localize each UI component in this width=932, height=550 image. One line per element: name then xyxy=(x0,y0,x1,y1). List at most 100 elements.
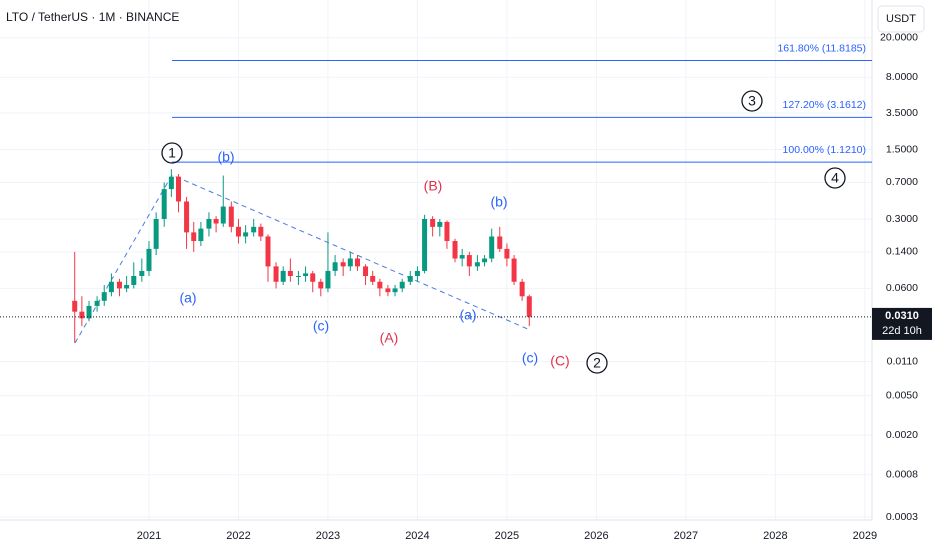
fib-level-label: 100.00% (1.1210) xyxy=(783,144,866,156)
candle-body xyxy=(318,281,324,289)
wave-circle xyxy=(741,90,763,112)
y-tick-label: 0.0050 xyxy=(886,389,918,401)
candle-body xyxy=(310,273,316,282)
candle-body xyxy=(243,232,249,237)
candle-body xyxy=(86,305,92,319)
candle-body xyxy=(79,311,85,319)
candle-body xyxy=(168,176,174,190)
x-tick-label: 2025 xyxy=(495,530,519,542)
candle-body xyxy=(176,176,182,202)
candle-body xyxy=(161,189,167,219)
candle-body xyxy=(504,248,510,259)
wave-label: (a) xyxy=(179,290,196,306)
y-tick-label: 1.5000 xyxy=(886,143,918,155)
y-tick-label: 0.0020 xyxy=(886,429,918,441)
currency-label[interactable]: USDT xyxy=(886,13,916,25)
x-tick-label: 2021 xyxy=(137,530,161,542)
candle-body xyxy=(482,258,488,263)
candle-body xyxy=(265,236,271,267)
wave-label: 4 xyxy=(831,170,839,186)
candle-body xyxy=(474,262,480,267)
currency-button[interactable] xyxy=(877,5,925,33)
candle-body xyxy=(332,262,338,271)
wave-circle xyxy=(824,167,846,189)
wave-label: (c) xyxy=(313,318,329,334)
candle-body xyxy=(153,218,159,249)
candle-body xyxy=(94,300,100,306)
wave-label: (a) xyxy=(459,307,476,323)
grid xyxy=(0,0,872,520)
chart-title: LTO / TetherUS · 1M · BINANCE xyxy=(6,10,179,24)
y-tick-label: 0.0003 xyxy=(886,511,918,523)
candle-body xyxy=(101,292,107,301)
candle-body xyxy=(370,276,376,282)
wave-label: (c) xyxy=(522,350,538,366)
y-tick-label: 0.7000 xyxy=(886,176,918,188)
wave-label: 2 xyxy=(593,355,601,371)
current-price-tag xyxy=(872,307,932,340)
candle-body xyxy=(377,281,383,289)
candle-body xyxy=(363,266,369,277)
candle-body xyxy=(422,218,428,271)
wave-label: 3 xyxy=(748,93,756,109)
candle-body xyxy=(385,288,391,293)
candle-body xyxy=(184,201,190,233)
current-price-label: 0.0310 xyxy=(885,310,919,322)
candle-body xyxy=(459,255,465,259)
candle-body xyxy=(519,281,525,297)
y-tick-label: 3.5000 xyxy=(886,107,918,119)
candle-body xyxy=(206,218,212,229)
candle-body xyxy=(280,270,286,282)
y-tick-label: 0.1400 xyxy=(886,246,918,258)
candle-body xyxy=(303,273,309,277)
candle-body xyxy=(437,221,443,227)
wave-circle xyxy=(586,352,608,374)
candle-body xyxy=(220,206,226,224)
x-tick-label: 2028 xyxy=(763,530,787,542)
wave-label: (b) xyxy=(490,194,507,210)
x-tick-label: 2026 xyxy=(584,530,608,542)
fib-level-label: 161.80% (11.8185) xyxy=(777,42,866,54)
candle-body xyxy=(72,300,78,312)
fib-level-label: 127.20% (3.1612) xyxy=(783,99,866,111)
wave-circle xyxy=(161,142,183,164)
candle-body xyxy=(116,281,122,289)
candle-body xyxy=(287,270,293,277)
candle-body xyxy=(452,241,458,259)
candle-body xyxy=(347,258,353,267)
wave-label: (B) xyxy=(424,178,443,194)
candle-body xyxy=(430,218,436,227)
candle-body xyxy=(444,221,450,242)
y-tick-label: 0.3000 xyxy=(886,213,918,225)
candle-body xyxy=(124,284,130,289)
x-tick-label: 2029 xyxy=(853,530,877,542)
candle-body xyxy=(414,270,420,277)
candle-body xyxy=(258,226,264,237)
candle-body xyxy=(146,248,152,271)
candle-body xyxy=(213,218,219,224)
x-tick-label: 2027 xyxy=(674,530,698,542)
candle-body xyxy=(228,206,234,227)
countdown-label: 22d 10h xyxy=(882,325,922,337)
candle-body xyxy=(191,232,197,242)
y-tick-label: 0.0110 xyxy=(887,355,918,367)
wave-label: (A) xyxy=(380,330,399,346)
candle-body xyxy=(235,226,241,237)
candle-body xyxy=(511,258,517,282)
candle-body xyxy=(497,236,503,249)
y-tick-label: 8.0000 xyxy=(886,71,918,83)
y-tick-label: 20.0000 xyxy=(880,32,918,44)
candle-body xyxy=(251,226,257,233)
y-tick-label: 0.0600 xyxy=(886,282,918,294)
wave-label: (b) xyxy=(217,149,234,165)
candle-body xyxy=(325,270,331,289)
marks xyxy=(72,59,872,343)
candle-body xyxy=(131,276,137,285)
wave-label: (C) xyxy=(550,353,569,369)
y-tick-label: 0.0008 xyxy=(886,468,918,480)
candle-body xyxy=(354,258,360,267)
candle-body xyxy=(466,255,472,267)
candle-body xyxy=(340,262,346,267)
candle-body xyxy=(399,281,405,289)
